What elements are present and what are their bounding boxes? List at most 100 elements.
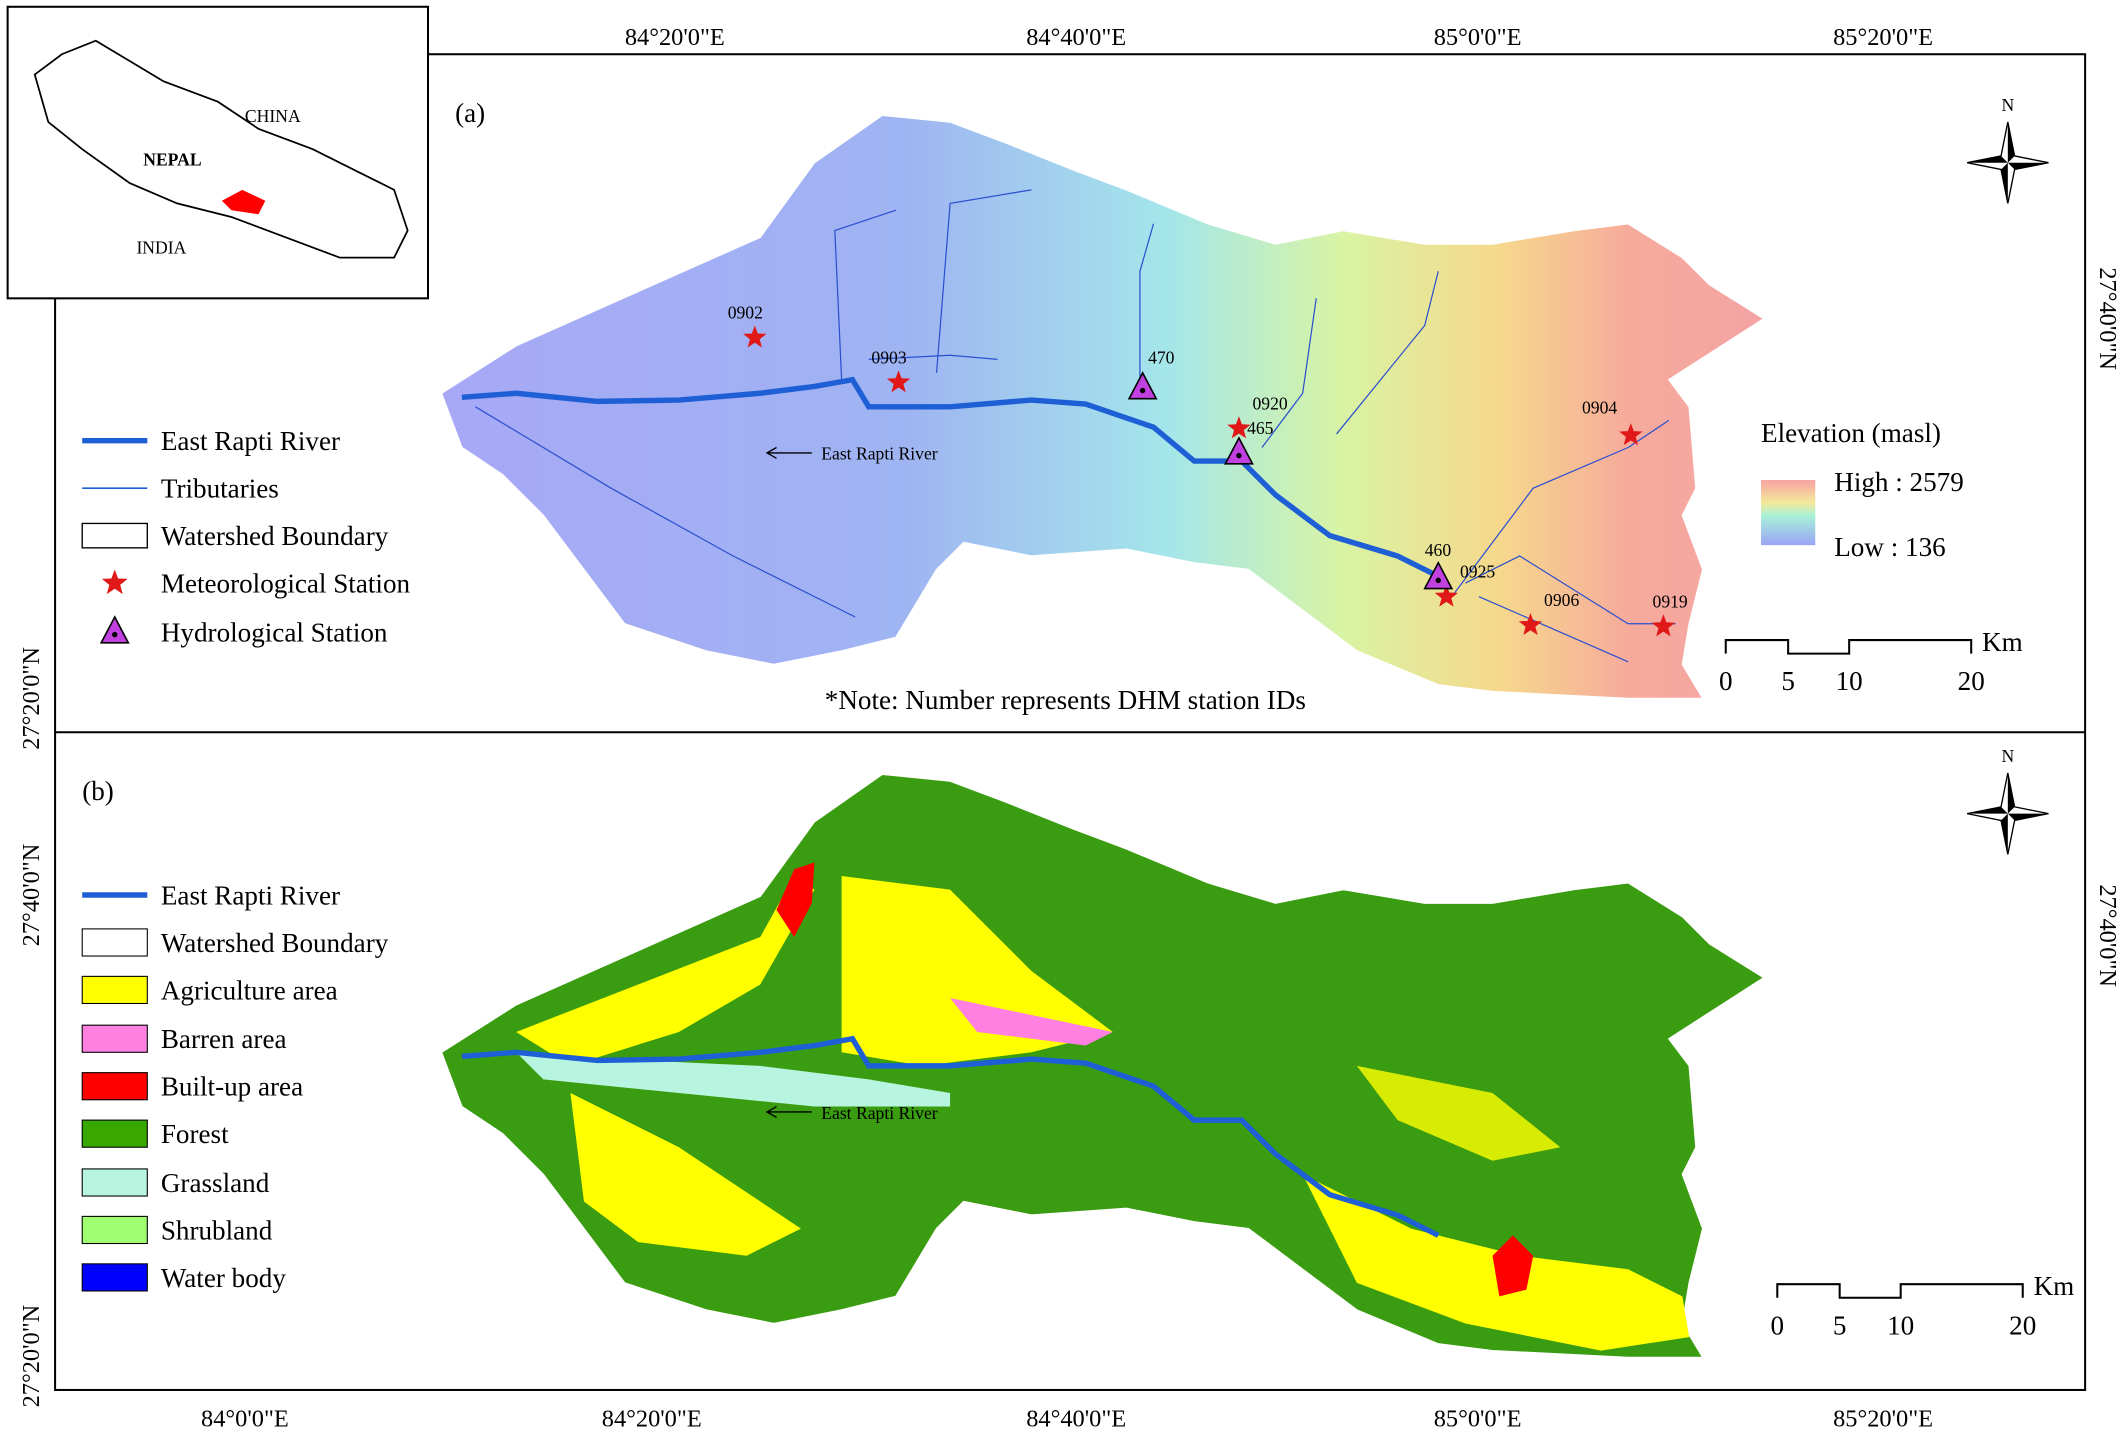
barren-patch — [950, 998, 1113, 1046]
inset-label: NEPAL — [143, 149, 201, 169]
legend-label: Built-up area — [161, 1072, 303, 1102]
legend-label: Hydrological Station — [161, 617, 388, 647]
station-label: 0925 — [1460, 562, 1495, 582]
station-label: 0903 — [871, 347, 906, 367]
hydrological-station — [1127, 371, 1158, 400]
tributary — [935, 189, 1032, 373]
river-arrow — [765, 446, 812, 459]
agriculture-patch — [516, 876, 815, 1066]
tributary — [1139, 223, 1155, 394]
legend-label: Shrubland — [161, 1215, 273, 1245]
hydrological-station — [99, 615, 130, 644]
station-label: 465 — [1247, 418, 1274, 438]
builtup-patch — [776, 862, 815, 938]
legend-label: Forest — [161, 1119, 229, 1149]
note: *Note: Number represents DHM station IDs — [825, 685, 1306, 715]
lat-label: 27°40'0"N — [2094, 884, 2121, 987]
legend-title: Elevation (masl) — [1761, 418, 1941, 448]
legend-symbol — [81, 928, 148, 957]
lon-label: 85°20'0"E — [1833, 1406, 1933, 1432]
station-label: 0920 — [1252, 394, 1287, 414]
hydrological-dot — [1435, 577, 1441, 584]
legend-label: High : 2579 — [1834, 467, 1964, 497]
scale-unit: Km — [2034, 1271, 2075, 1301]
scale-label: 0 — [1771, 1310, 1785, 1340]
tributary — [1465, 555, 1676, 625]
legend-symbol — [81, 1215, 148, 1245]
scale-label: 5 — [1833, 1310, 1847, 1340]
legend-label: Water body — [161, 1263, 286, 1293]
panel-label: (b) — [82, 776, 114, 806]
hydrological-dot — [112, 631, 118, 638]
river-label: East Rapti River — [821, 444, 938, 464]
meteorological-station — [1227, 416, 1251, 439]
north-arrow — [1967, 772, 2049, 855]
station-label: 0906 — [1544, 590, 1579, 610]
legend-label: Watershed Boundary — [161, 521, 389, 551]
legend-symbol — [81, 1168, 148, 1197]
meteorological-station — [1434, 584, 1459, 607]
scale-label: 5 — [1781, 666, 1795, 696]
legend-label: Tributaries — [161, 474, 279, 504]
station-label: 470 — [1148, 347, 1175, 367]
legend-symbol — [81, 1119, 148, 1148]
tributary — [1336, 271, 1439, 435]
scale-label: 20 — [1958, 666, 1985, 696]
scale-bar — [1724, 639, 1973, 655]
meteorological-station — [1651, 614, 1676, 637]
lat-label: 27°40'0"N — [2094, 267, 2121, 370]
inset-label: INDIA — [136, 238, 186, 258]
study-area — [221, 189, 266, 215]
scale-bar — [1776, 1283, 2024, 1299]
elevation-ramp — [1761, 480, 1816, 546]
lon-label: 84°20'0"E — [602, 1406, 702, 1432]
legend-symbol — [101, 569, 128, 595]
lon-label: 84°40'0"E — [1026, 24, 1126, 51]
legend-label: Meteorological Station — [161, 569, 411, 599]
scale-label: 20 — [2009, 1310, 2036, 1340]
frame — [54, 53, 2087, 1391]
lon-label: 84°40'0"E — [1026, 1406, 1126, 1432]
station-label: 0902 — [728, 303, 763, 323]
scale-unit: Km — [1982, 627, 2023, 657]
agriculture-patch — [1356, 1065, 1561, 1161]
meteorological-station — [1518, 612, 1543, 636]
legend-label: East Rapti River — [161, 426, 340, 456]
legend-symbol — [81, 975, 148, 1005]
lon-label: 85°0'0"E — [1434, 1406, 1522, 1432]
lon-label: 85°20'0"E — [1833, 24, 1933, 51]
north-label: N — [2001, 746, 2014, 766]
station-label: 0919 — [1653, 592, 1688, 612]
lon-label: 85°0'0"E — [1434, 24, 1522, 51]
tributary — [1451, 419, 1670, 598]
tributary — [1261, 298, 1317, 448]
legend-symbol — [81, 522, 148, 549]
lon-label: 84°20'0"E — [625, 24, 725, 51]
nepal-outline — [33, 39, 409, 259]
station-label: 460 — [1425, 540, 1452, 560]
hydrological-station — [1224, 436, 1254, 465]
legend-symbol — [81, 1072, 148, 1101]
river-label: East Rapti River — [821, 1103, 938, 1123]
legend-label: Agriculture area — [161, 975, 338, 1005]
legend-label: Low : 136 — [1834, 532, 1945, 562]
river-arrow — [765, 1105, 812, 1118]
meteorological-station — [1619, 423, 1643, 446]
hydrological-dot — [1139, 387, 1146, 394]
tributary — [868, 354, 998, 360]
scale-label: 0 — [1719, 666, 1733, 696]
builtup-patch — [1492, 1235, 1534, 1297]
station-label: 0904 — [1582, 398, 1617, 418]
legend-symbol — [81, 1263, 148, 1292]
inset-frame — [6, 5, 430, 300]
legend-label: Barren area — [161, 1024, 287, 1054]
tributary — [834, 209, 897, 380]
tributary — [1478, 596, 1629, 663]
grassland-patch — [516, 1052, 951, 1107]
scale-label: 10 — [1836, 666, 1863, 696]
legend-label: Watershed Boundary — [161, 928, 389, 958]
landuse-group — [440, 773, 1765, 1359]
